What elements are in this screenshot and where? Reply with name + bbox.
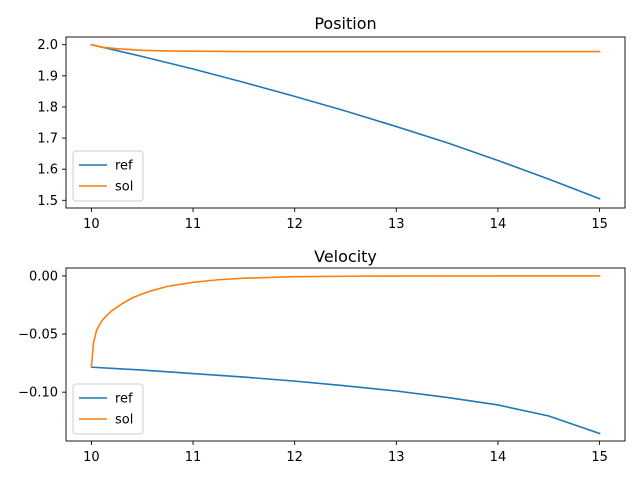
velocity-legend-label-sol: sol [115,413,133,428]
position-series-sol [90,43,601,53]
position-x-tick-label: 11 [185,217,202,232]
position-y-tick-label: 1.9 [37,69,58,84]
position-y-tick-label: 1.7 [37,132,58,147]
velocity-y-tick-label: 0.00 [29,269,58,284]
position-panel: Position 10 11 12 13 14 15 1.5 1.6 1.7 1.8 1.9 2.0 r… [37,14,626,232]
velocity-title: Velocity [314,247,377,266]
position-legend: ref sol [72,150,144,202]
velocity-x-tick-label: 12 [286,450,303,465]
velocity-x-tick-label: 11 [185,450,202,465]
position-legend-label-ref: ref [115,159,133,174]
velocity-panel: Velocity 10 11 12 13 14 15 0.00 −0.05 −0.10 ref so… [18,247,626,465]
position-legend-label-sol: sol [115,180,133,195]
position-series-ref [90,43,601,200]
velocity-y-tick-label: −0.05 [18,328,58,343]
velocity-x-tick-label: 10 [83,450,100,465]
velocity-series-ref [90,366,601,435]
position-series-group [90,43,601,200]
position-x-tick-label: 15 [591,217,608,232]
position-x-tick-label: 10 [83,217,100,232]
position-y-tick-label: 1.8 [37,100,58,115]
position-x-tick-label: 13 [388,217,405,232]
position-y-tick-label: 1.6 [37,163,58,178]
position-y-tick-label: 1.5 [37,194,58,209]
velocity-axes-frame [65,267,626,442]
velocity-x-tick-label: 14 [490,450,507,465]
velocity-legend-label-ref: ref [115,392,133,407]
velocity-y-tick-label: −0.10 [18,386,58,401]
position-legend-box [72,150,144,202]
position-x-tick-label: 14 [490,217,507,232]
position-x-tick-label: 12 [286,217,303,232]
velocity-legend-box [72,383,144,435]
velocity-x-tick-label: 15 [591,450,608,465]
velocity-series-sol [90,275,601,369]
position-title: Position [314,14,376,33]
position-axes-frame [65,36,626,209]
velocity-series-group [90,275,601,435]
velocity-legend: ref sol [72,383,144,435]
position-y-tick-label: 2.0 [37,38,58,53]
velocity-x-tick-label: 13 [388,450,405,465]
